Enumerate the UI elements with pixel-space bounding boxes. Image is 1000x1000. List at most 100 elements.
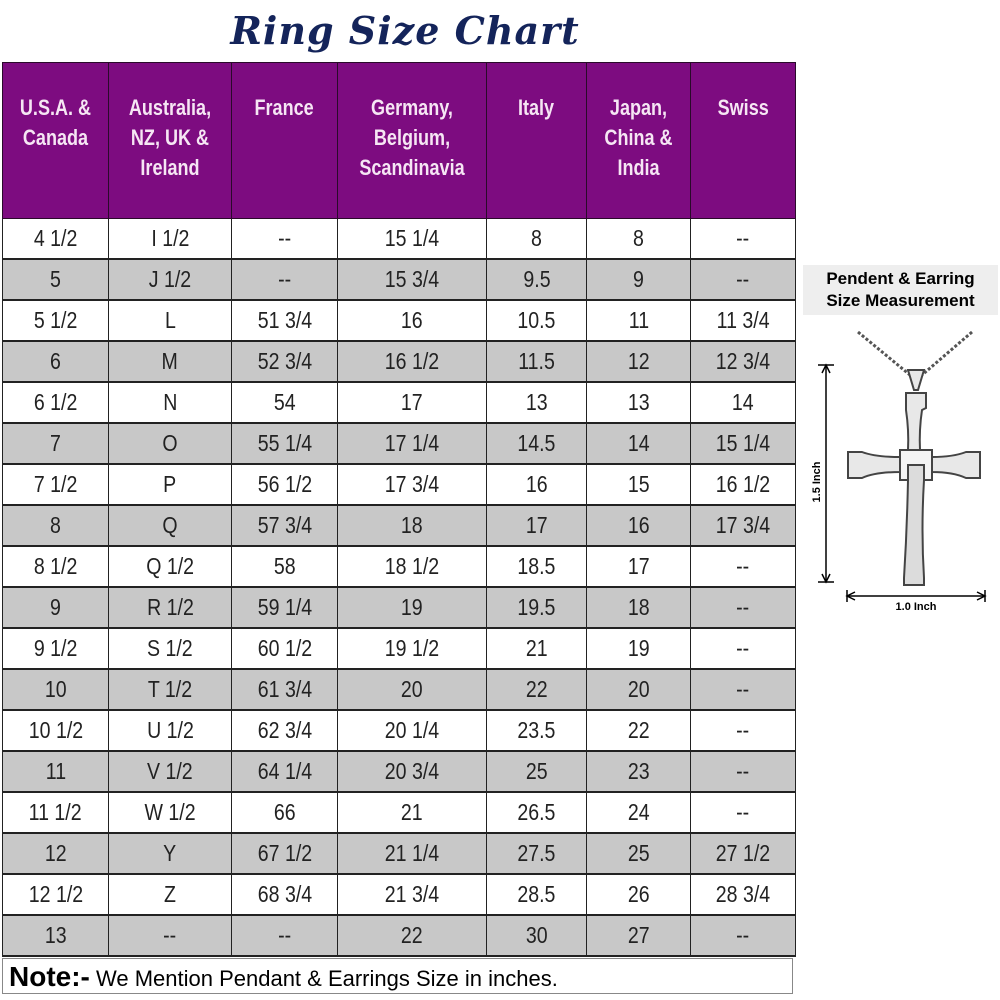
table-cell: T 1/2 <box>108 668 232 711</box>
table-cell: 13 <box>586 381 691 424</box>
cell-value: 68 3/4 <box>257 881 312 907</box>
cell-value: Z <box>164 881 176 907</box>
width-dimension-arrow <box>845 590 987 602</box>
table-cell: 16 <box>486 463 587 506</box>
cell-value: 13 <box>525 389 548 415</box>
cell-value: 16 <box>525 471 548 497</box>
table-cell: 13 <box>2 914 109 957</box>
cell-value: 6 <box>50 348 61 374</box>
table-row: 13 -- -- 22 30 27 -- <box>2 914 796 957</box>
table-cell: R 1/2 <box>108 586 232 629</box>
cell-value: 8 <box>50 512 61 538</box>
cell-value: 4 1/2 <box>33 225 78 251</box>
table-row: 11 V 1/2 64 1/4 20 3/4 25 23 -- <box>2 750 796 793</box>
cell-value: 11 1/2 <box>29 799 82 825</box>
table-cell: 20 <box>337 668 487 711</box>
table-cell: -- <box>690 750 796 793</box>
table-cell: J 1/2 <box>108 258 232 301</box>
table-cell: U 1/2 <box>108 709 232 752</box>
table-cell: 17 3/4 <box>337 463 487 506</box>
cell-value: 25 <box>525 758 548 784</box>
table-cell: M <box>108 340 232 383</box>
cell-value: 11 3/4 <box>716 307 770 333</box>
cell-value: 14.5 <box>517 430 556 456</box>
column-header-label: U.S.A. & Canada <box>19 95 92 150</box>
cell-value: 10 1/2 <box>28 717 83 743</box>
cell-value: 18 1/2 <box>384 553 440 579</box>
cell-value: 27 1/2 <box>715 840 771 866</box>
cell-value: 67 1/2 <box>257 840 312 866</box>
cell-value: 18 <box>627 594 650 620</box>
cell-value: 21 3/4 <box>384 881 440 907</box>
table-cell: 23 <box>586 750 691 793</box>
table-cell: 52 3/4 <box>231 340 338 383</box>
cell-value: 23 <box>627 758 650 784</box>
table-cell: 21 3/4 <box>337 873 487 916</box>
table-cell: 9.5 <box>486 258 587 301</box>
cell-value: -- <box>736 266 750 292</box>
table-cell: 11 <box>586 299 691 342</box>
table-cell: Z <box>108 873 232 916</box>
cell-value: -- <box>736 717 750 743</box>
table-cell: 11 <box>2 750 109 793</box>
table-cell: 18 <box>586 586 691 629</box>
cell-value: -- <box>736 594 750 620</box>
table-row: 10 1/2 U 1/2 62 3/4 20 1/4 23.5 22 -- <box>2 709 796 752</box>
table-cell: 12 3/4 <box>690 340 796 383</box>
height-label: 1.5 Inch <box>811 461 823 502</box>
table-cell: 15 1/4 <box>690 422 796 465</box>
cell-value: -- <box>736 922 750 948</box>
cell-value: 61 3/4 <box>257 676 312 702</box>
table-cell: 27.5 <box>486 832 587 875</box>
cell-value: 56 1/2 <box>257 471 312 497</box>
cell-value: -- <box>736 676 750 702</box>
cell-value: 26.5 <box>517 799 556 825</box>
table-cell: -- <box>108 914 232 957</box>
cell-value: 59 1/4 <box>257 594 312 620</box>
table-cell: 27 <box>586 914 691 957</box>
column-header-label: Australia, NZ, UK & Ireland <box>128 95 212 180</box>
cell-value: P <box>163 471 177 497</box>
table-row: 8 Q 57 3/4 18 17 16 17 3/4 <box>2 504 796 547</box>
table-cell: -- <box>690 218 796 260</box>
table-cell: 51 3/4 <box>231 299 338 342</box>
table-cell: 10 1/2 <box>2 709 109 752</box>
column-header: U.S.A. & Canada <box>2 62 109 219</box>
table-cell: 5 1/2 <box>2 299 109 342</box>
table-cell: 15 1/4 <box>337 218 487 260</box>
table-cell: 4 1/2 <box>2 218 109 260</box>
ring-size-table: U.S.A. & Canada Australia, NZ, UK & Irela… <box>2 62 796 957</box>
cell-value: U 1/2 <box>146 717 194 743</box>
table-cell: 11.5 <box>486 340 587 383</box>
table-cell: W 1/2 <box>108 791 232 834</box>
cell-value: S 1/2 <box>147 635 193 661</box>
cell-value: 19.5 <box>517 594 556 620</box>
table-cell: 28 3/4 <box>690 873 796 916</box>
table-cell: 58 <box>231 545 338 588</box>
cell-value: 16 <box>627 512 650 538</box>
cell-value: -- <box>736 799 750 825</box>
table-cell: S 1/2 <box>108 627 232 670</box>
table-cell: 24 <box>586 791 691 834</box>
table-cell: 7 1/2 <box>2 463 109 506</box>
cell-value: 55 1/4 <box>257 430 312 456</box>
table-cell: -- <box>690 627 796 670</box>
pendant-diagram: 1.5 Inch 1.0 Inch <box>811 330 987 613</box>
table-cell: 18 <box>337 504 487 547</box>
table-cell: N <box>108 381 232 424</box>
table-cell: 20 1/4 <box>337 709 487 752</box>
column-header: Germany, Belgium, Scandinavia <box>337 62 487 219</box>
cell-value: 27.5 <box>517 840 556 866</box>
cell-value: 10.5 <box>517 307 556 333</box>
cell-value: J 1/2 <box>148 266 192 292</box>
cell-value: 12 3/4 <box>715 348 771 374</box>
cell-value: 13 <box>627 389 650 415</box>
cell-value: 26 <box>627 881 650 907</box>
cell-value: 30 <box>525 922 548 948</box>
cell-value: 14 <box>627 430 650 456</box>
column-header-label: Italy <box>518 95 555 120</box>
height-dimension-arrow <box>818 363 834 584</box>
table-cell: 5 <box>2 258 109 301</box>
cell-value: 17 3/4 <box>715 512 771 538</box>
table-cell: Q 1/2 <box>108 545 232 588</box>
